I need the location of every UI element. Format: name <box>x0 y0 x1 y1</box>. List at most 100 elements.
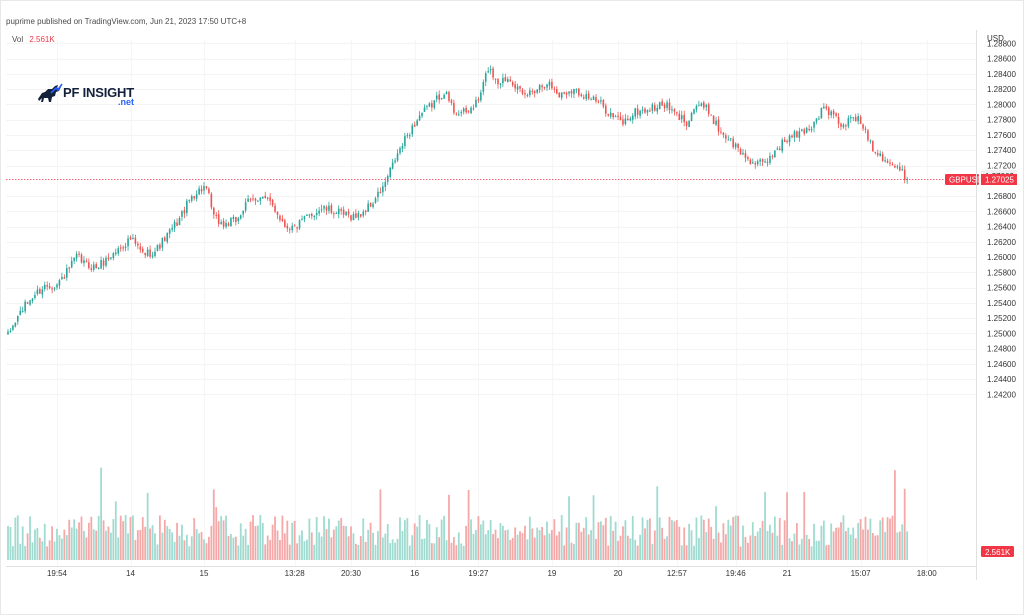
volume-bar <box>516 534 519 560</box>
volume-bar <box>217 521 220 560</box>
candle <box>867 128 869 142</box>
y-tick-label: 1.27600 <box>987 131 1016 140</box>
volume-bar <box>154 533 156 560</box>
volume-bar <box>903 488 906 560</box>
volume-bar <box>381 537 384 560</box>
volume-bar <box>139 529 142 560</box>
candle <box>815 118 818 125</box>
currency-label: USD <box>987 34 1004 43</box>
candle <box>186 198 188 217</box>
candle <box>401 143 404 153</box>
volume-bar <box>475 530 477 560</box>
volume-bar <box>764 492 766 560</box>
symbol-badge <box>945 174 979 185</box>
volume-bar <box>570 542 573 560</box>
candle <box>842 123 845 129</box>
candle <box>609 108 612 119</box>
candle <box>813 121 815 133</box>
volume-bar <box>771 532 774 560</box>
volume-bar <box>874 535 877 560</box>
candle <box>477 96 480 104</box>
candle <box>458 110 460 117</box>
candle <box>92 261 95 272</box>
volume-bar <box>163 519 166 560</box>
candle <box>529 87 531 98</box>
candle <box>102 257 105 271</box>
candle <box>511 80 514 88</box>
volume-bar <box>61 538 63 560</box>
volume-bar <box>712 538 715 560</box>
volume-bar <box>200 532 203 560</box>
candle <box>220 219 222 225</box>
volume-bar <box>63 529 66 560</box>
volume-bar <box>330 537 333 560</box>
candle <box>249 197 252 203</box>
candle <box>470 105 472 115</box>
candle <box>254 197 257 205</box>
candle <box>269 192 271 206</box>
volume-bar <box>822 520 825 560</box>
candle <box>734 142 737 150</box>
candle <box>355 209 357 219</box>
candle <box>311 212 313 220</box>
candle <box>264 191 267 199</box>
volume-bar <box>117 537 120 560</box>
candle <box>889 159 891 167</box>
candle <box>683 110 685 127</box>
volume-bar <box>889 518 891 560</box>
candle <box>176 218 178 227</box>
candle <box>129 235 132 240</box>
candle <box>786 139 788 144</box>
volume-bar <box>871 533 874 560</box>
y-tick-label: 1.27800 <box>987 116 1016 125</box>
volume-bar <box>511 537 514 560</box>
volume-bar <box>864 516 867 560</box>
volume-bar <box>815 540 818 560</box>
candle <box>876 149 879 157</box>
time-axis[interactable]: 19:54 14 15 13:28 20:30 16 19:27 19 20 12:57 19:46… <box>6 30 977 580</box>
candle <box>580 92 583 98</box>
volume-bar <box>80 516 83 560</box>
candle <box>600 96 602 105</box>
candle <box>494 78 497 84</box>
volume-bar <box>377 531 379 560</box>
volume-bar <box>372 532 374 560</box>
volume-bar <box>448 494 450 560</box>
candle <box>673 107 676 116</box>
candle <box>541 83 543 92</box>
volume-bar <box>36 527 39 560</box>
candle <box>776 146 779 151</box>
candle <box>112 252 115 261</box>
volume-bar <box>541 526 543 560</box>
volume-bar <box>141 517 144 560</box>
volume-bar <box>107 526 110 560</box>
volume-bar <box>896 532 899 560</box>
candle <box>575 88 578 94</box>
volume-bar <box>239 523 242 560</box>
volume-bar <box>68 519 71 560</box>
candle <box>328 201 330 214</box>
candle <box>455 112 458 116</box>
volume-bar <box>313 544 316 560</box>
volume-bar <box>283 533 286 560</box>
volume-bar <box>886 517 889 560</box>
candle <box>700 102 703 107</box>
candle <box>24 299 26 314</box>
candle <box>766 158 769 167</box>
volume-bar <box>144 526 147 560</box>
volume-bar <box>384 533 387 560</box>
candle <box>17 315 19 325</box>
candle <box>325 205 328 215</box>
candle <box>521 87 524 96</box>
volume-bar <box>176 522 178 560</box>
candle <box>296 226 298 233</box>
candle <box>171 224 173 233</box>
symbol-label: GBPUSD <box>949 176 983 185</box>
candle <box>705 103 708 112</box>
candle <box>340 207 342 215</box>
volume-bar <box>793 533 796 560</box>
volume-bar <box>185 534 188 560</box>
volume-bar <box>808 538 811 560</box>
